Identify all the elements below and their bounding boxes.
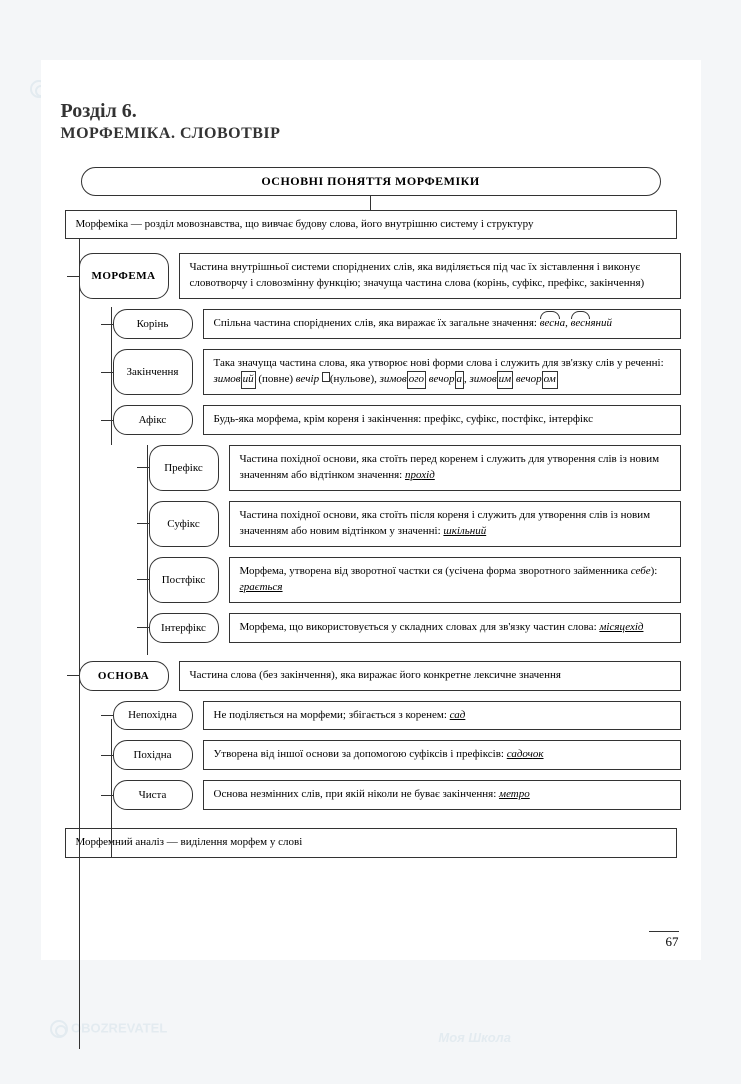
- def-korin: Спільна частина споріднених слів, яка ви…: [203, 309, 681, 339]
- row-chysta: Чиста Основа незмінних слів, при якій ні…: [61, 780, 681, 810]
- row-nepohidna: Непохідна Не поділяється на морфеми; збі…: [61, 701, 681, 731]
- row-zakinch: Закінчення Така значуща частина слова, я…: [61, 349, 681, 395]
- sub-line-osnova: [111, 719, 112, 857]
- def-chysta: Основа незмінних слів, при якій ніколи н…: [203, 780, 681, 810]
- watermark: Моя Школа: [438, 1030, 511, 1045]
- row-korin: Корінь Спільна частина споріднених слів,…: [61, 309, 681, 339]
- row-morphema: МОРФЕМА Частина внутрішньої системи спор…: [61, 253, 681, 299]
- def-afiks: Будь-яка морфема, крім кореня і закінчен…: [203, 405, 681, 435]
- chapter-title: МОРФЕМІКА. СЛОВОТВІР: [61, 125, 681, 143]
- def-interfiks: Морфема, що використовується у складних …: [229, 613, 681, 643]
- label-osnova: ОСНОВА: [79, 661, 169, 691]
- def-sufiks: Частина похідної основи, яка стоїть післ…: [229, 501, 681, 547]
- section-header: ОСНОВНІ ПОНЯТТЯ МОРФЕМІКИ: [81, 167, 661, 196]
- row-postfiks: Постфікс Морфема, утворена від зворотної…: [61, 557, 681, 603]
- def-prefiks: Частина похідної основи, яка стоїть пере…: [229, 445, 681, 491]
- chapter-number: Розділ 6.: [61, 100, 681, 123]
- sub-line-afiks: [147, 445, 148, 655]
- label-sufiks: Суфікс: [149, 501, 219, 547]
- intro-definition: Морфеміка — розділ мовознавства, що вивч…: [65, 210, 677, 239]
- label-interfiks: Інтерфікс: [149, 613, 219, 643]
- label-pohidna: Похідна: [113, 740, 193, 770]
- def-morphema: Частина внутрішньої системи споріднених …: [179, 253, 681, 299]
- label-prefiks: Префікс: [149, 445, 219, 491]
- row-interfiks: Інтерфікс Морфема, що використовується у…: [61, 613, 681, 643]
- trunk-line: [79, 239, 80, 1049]
- label-postfiks: Постфікс: [149, 557, 219, 603]
- page-number: 67: [649, 931, 679, 950]
- label-morphema: МОРФЕМА: [79, 253, 169, 299]
- row-afiks: Афікс Будь-яка морфема, крім кореня і за…: [61, 405, 681, 435]
- label-korin: Корінь: [113, 309, 193, 339]
- row-osnova: ОСНОВА Частина слова (без закінчення), я…: [61, 661, 681, 691]
- def-zakinch: Така значуща частина слова, яка утворює …: [203, 349, 681, 395]
- row-sufiks: Суфікс Частина похідної основи, яка стої…: [61, 501, 681, 547]
- watermark: OBOZREVATEL: [50, 1020, 167, 1038]
- connector: [370, 196, 371, 210]
- def-osnova: Частина слова (без закінчення), яка вира…: [179, 661, 681, 691]
- sub-line: [111, 307, 112, 445]
- row-prefiks: Префікс Частина похідної основи, яка сто…: [61, 445, 681, 491]
- page-content: Розділ 6. МОРФЕМІКА. СЛОВОТВІР ОСНОВНІ П…: [41, 60, 701, 960]
- label-chysta: Чиста: [113, 780, 193, 810]
- def-pohidna: Утворена від іншої основи за допомогою с…: [203, 740, 681, 770]
- outro-definition: Морфемний аналіз — виділення морфем у сл…: [65, 828, 677, 857]
- def-nepohidna: Не поділяється на морфеми; збігається з …: [203, 701, 681, 731]
- row-pohidna: Похідна Утворена від іншої основи за доп…: [61, 740, 681, 770]
- concept-tree: МОРФЕМА Частина внутрішньої системи спор…: [61, 253, 681, 857]
- def-postfiks: Морфема, утворена від зворотної частки с…: [229, 557, 681, 603]
- label-afiks: Афікс: [113, 405, 193, 435]
- label-zakinch: Закінчення: [113, 349, 193, 395]
- label-nepohidna: Непохідна: [113, 701, 193, 731]
